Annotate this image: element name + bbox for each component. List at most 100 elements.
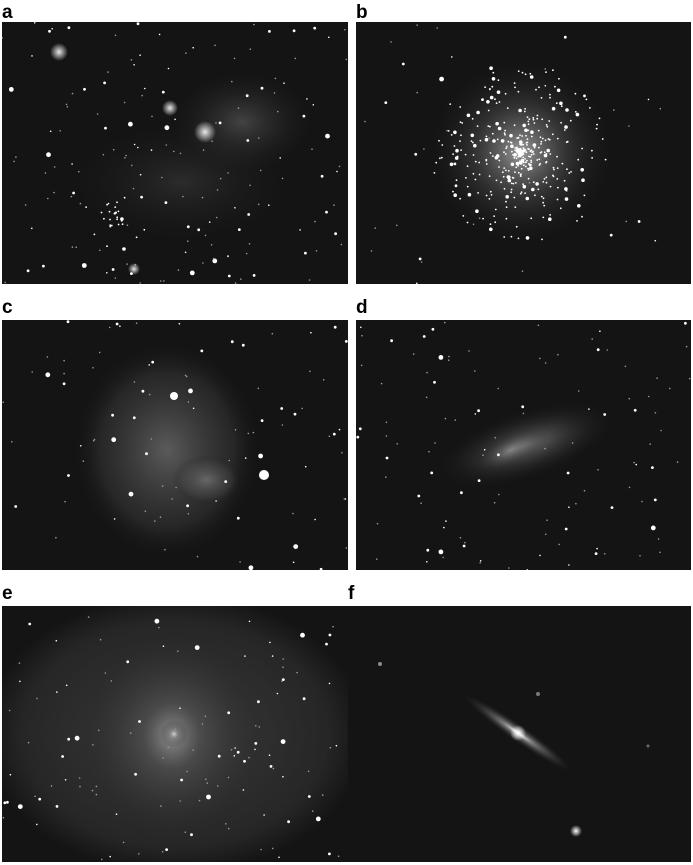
cluster-star <box>495 102 498 105</box>
cluster-star <box>517 171 520 174</box>
star <box>676 461 679 463</box>
star <box>472 223 475 226</box>
star <box>138 720 141 723</box>
star <box>31 55 33 57</box>
cluster-star <box>522 143 525 146</box>
cluster-star <box>510 162 515 167</box>
star <box>557 353 559 356</box>
cluster-star <box>529 72 532 75</box>
cluster-star <box>537 129 540 132</box>
star <box>641 500 643 503</box>
star <box>161 90 165 94</box>
cluster-star <box>533 122 536 124</box>
cluster-star <box>472 172 475 175</box>
star <box>307 770 310 773</box>
star <box>528 182 531 184</box>
star <box>320 174 324 178</box>
star <box>281 678 285 681</box>
star <box>182 195 184 198</box>
star <box>227 827 230 830</box>
star <box>109 855 111 858</box>
star <box>161 176 163 179</box>
cluster-star <box>110 224 113 227</box>
star <box>385 456 389 460</box>
cluster-star <box>115 211 117 214</box>
cluster-star <box>538 86 540 89</box>
cluster-star <box>517 150 520 152</box>
cluster-star <box>492 71 495 74</box>
cluster-star <box>574 111 577 113</box>
cluster-star <box>455 148 459 153</box>
cluster-star <box>441 144 444 146</box>
cluster-star <box>522 183 524 186</box>
cluster-star <box>556 198 559 201</box>
star <box>111 268 115 271</box>
cluster-star <box>517 237 520 240</box>
cluster-star <box>510 235 513 238</box>
star <box>217 754 221 758</box>
cluster-star <box>548 120 551 122</box>
star <box>241 343 245 347</box>
star <box>244 655 246 657</box>
cluster-star <box>545 181 548 184</box>
cluster-star <box>545 153 548 155</box>
star <box>311 148 313 150</box>
star <box>215 122 217 124</box>
star <box>72 191 75 195</box>
star <box>47 197 49 200</box>
star <box>36 697 38 700</box>
cluster-star <box>492 139 496 143</box>
star <box>107 202 110 205</box>
cluster-star <box>568 172 571 174</box>
star <box>161 851 164 853</box>
star <box>624 365 627 368</box>
star <box>92 367 94 369</box>
cluster-star <box>505 200 507 203</box>
star <box>302 697 306 701</box>
star <box>91 789 94 792</box>
star <box>246 139 250 142</box>
cluster-star <box>585 98 588 101</box>
star <box>67 474 70 477</box>
cluster-star <box>495 179 498 182</box>
star <box>439 76 444 82</box>
star <box>113 518 116 520</box>
cluster-star <box>514 86 516 89</box>
star <box>126 224 129 226</box>
star <box>669 387 671 390</box>
cluster-star <box>589 107 591 109</box>
star <box>314 220 316 223</box>
panel-label-f: f <box>348 583 355 604</box>
cluster-star <box>545 71 547 73</box>
cluster-star <box>523 149 526 151</box>
star <box>332 625 334 628</box>
star <box>257 387 260 390</box>
cluster-star <box>552 69 554 72</box>
star <box>328 36 330 39</box>
cluster-star <box>528 148 530 151</box>
star <box>189 270 195 276</box>
star <box>304 465 307 468</box>
star <box>55 639 58 642</box>
star <box>271 847 274 850</box>
star <box>36 823 38 826</box>
cluster-star <box>541 137 544 140</box>
panel-f-svg <box>378 662 650 837</box>
star <box>66 106 69 108</box>
cluster-star <box>523 110 526 113</box>
star <box>385 435 388 437</box>
star <box>164 548 166 551</box>
star <box>237 228 241 232</box>
cluster-star <box>570 171 572 173</box>
star <box>56 691 58 693</box>
star <box>192 749 194 751</box>
cluster-star <box>529 166 533 171</box>
cluster-star <box>532 118 535 121</box>
cluster-star <box>143 228 146 231</box>
cluster-star <box>545 161 547 164</box>
star <box>269 765 273 768</box>
star <box>341 452 343 454</box>
star <box>179 152 182 155</box>
cluster-star <box>504 153 507 155</box>
star <box>283 82 285 84</box>
